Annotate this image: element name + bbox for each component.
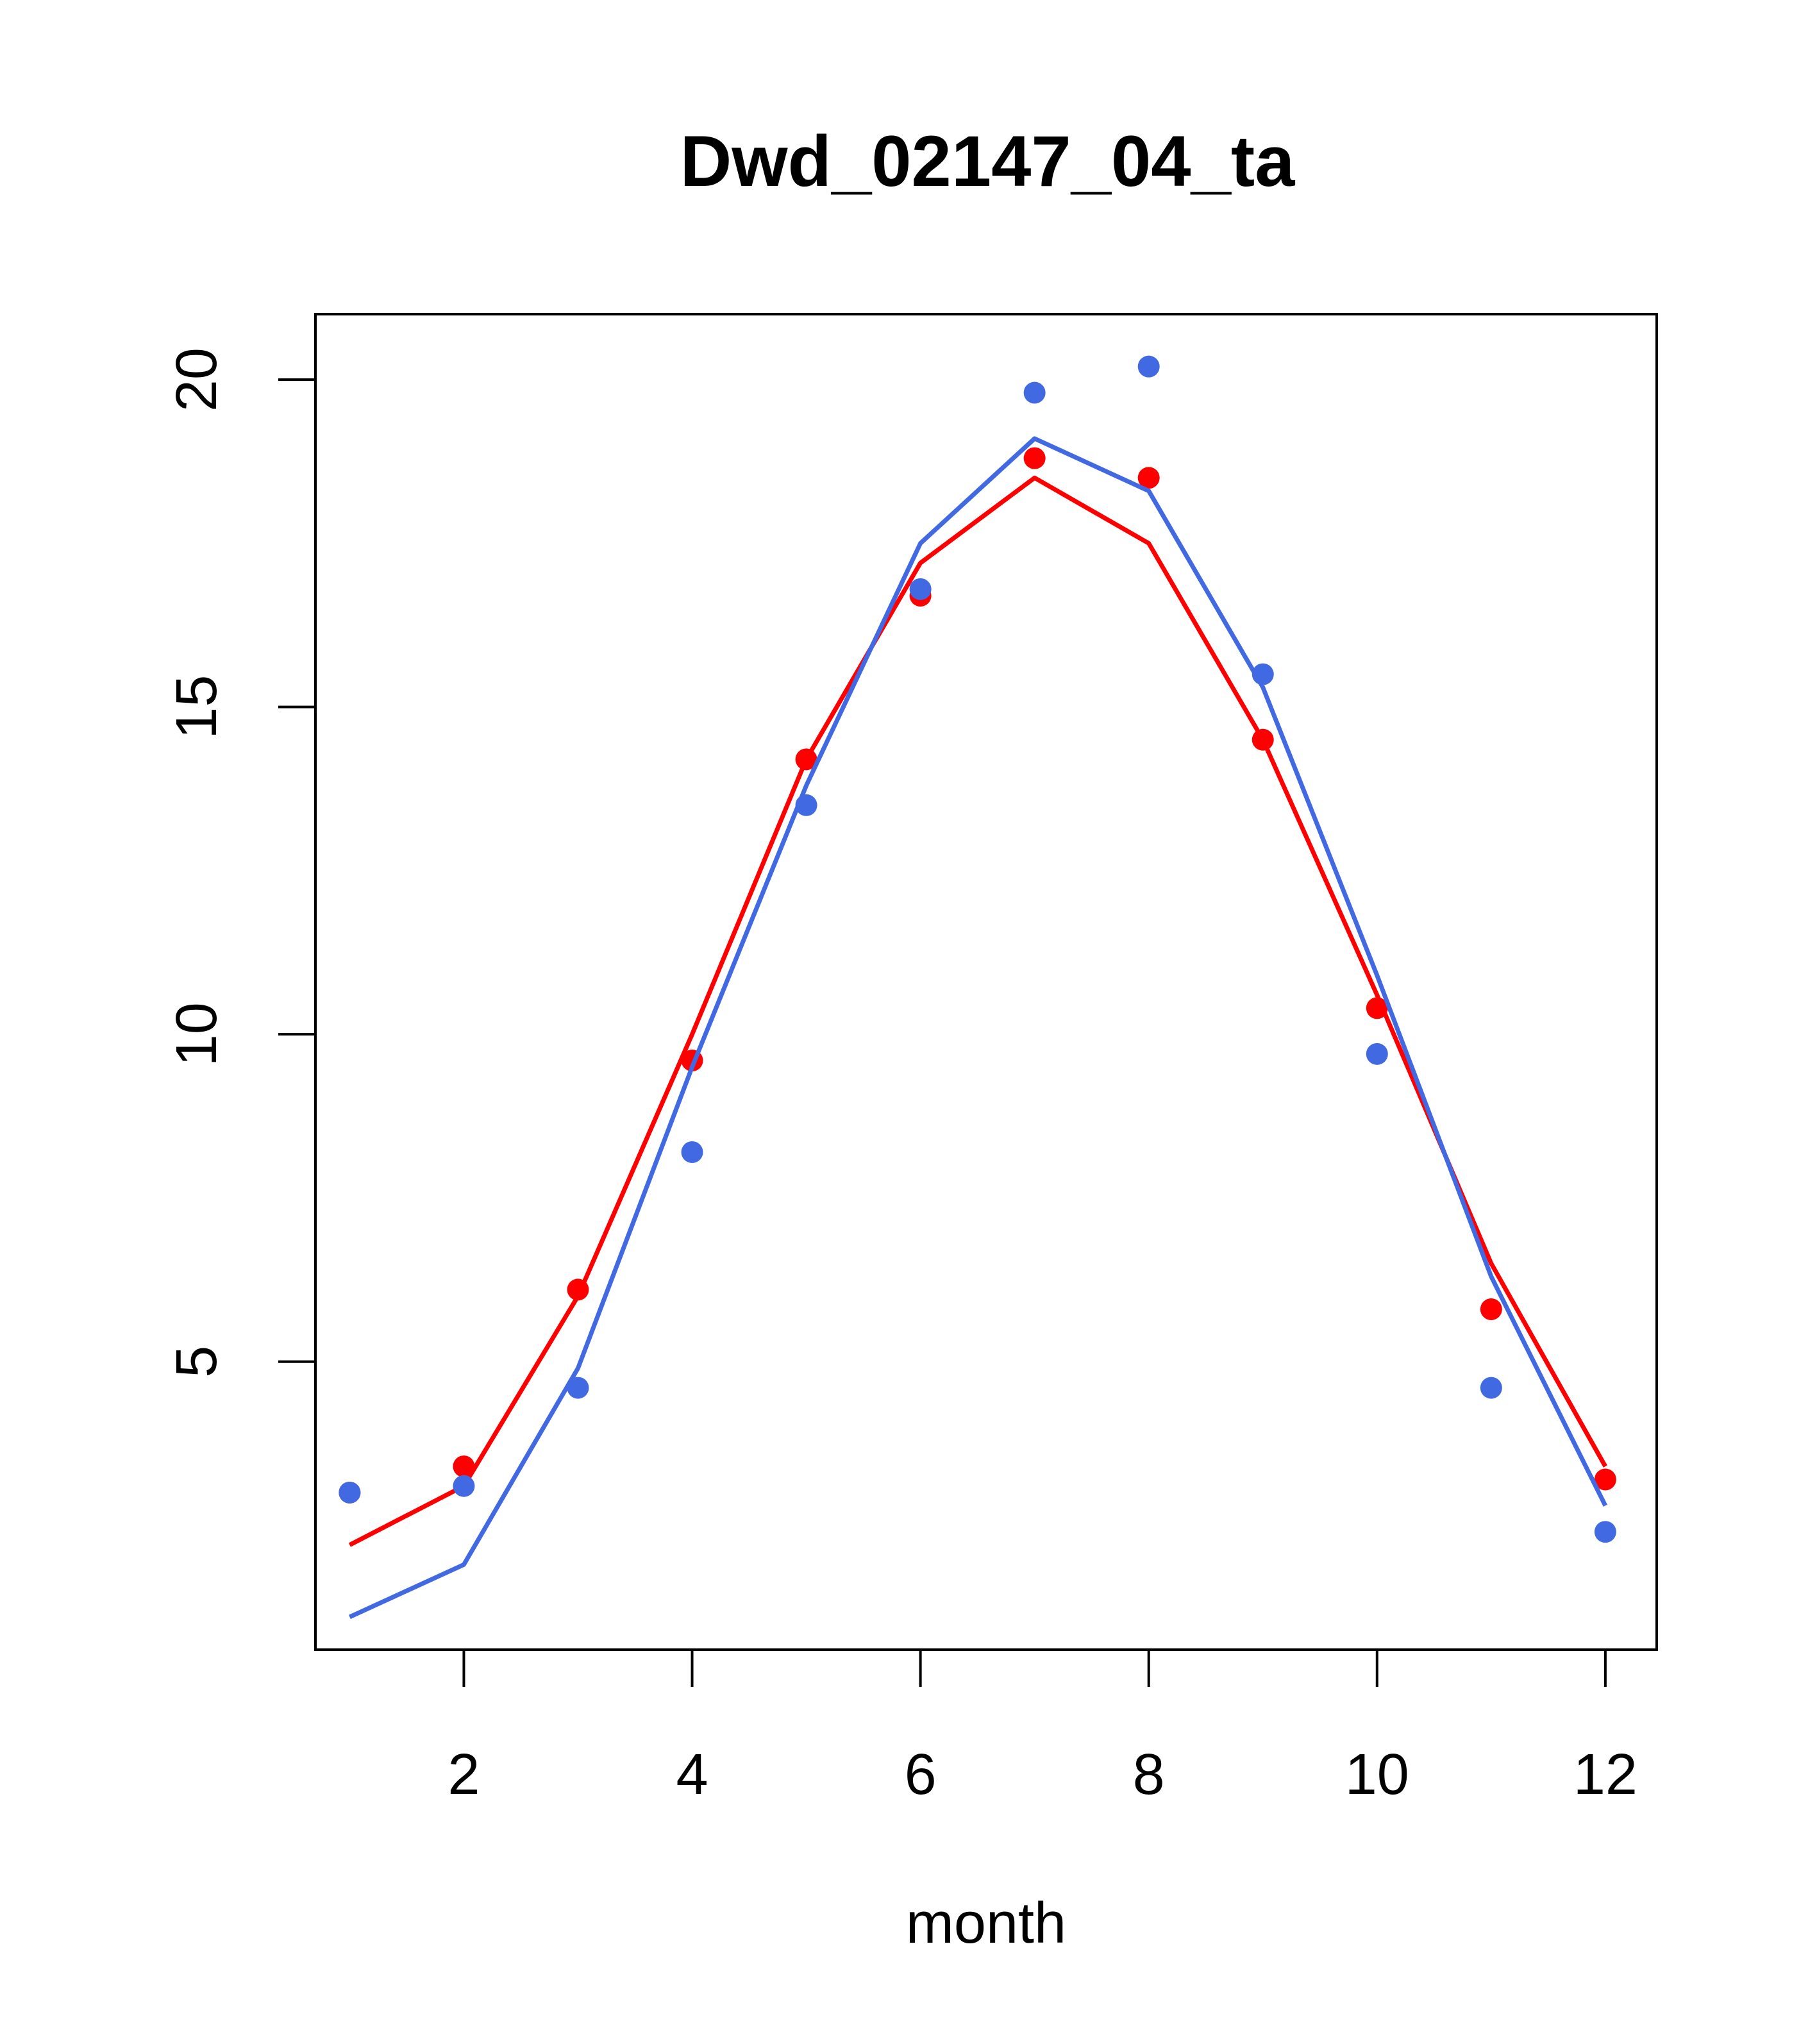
series-2 bbox=[339, 355, 1616, 1620]
y-axis: 5 10 15 20 bbox=[165, 348, 317, 1378]
series-1-point bbox=[1594, 1468, 1616, 1491]
series-2-point bbox=[1252, 663, 1274, 685]
series-2-point bbox=[795, 794, 817, 816]
series-1-point bbox=[1137, 467, 1160, 489]
series-2-line bbox=[348, 436, 1608, 1620]
series-1-point bbox=[567, 1278, 589, 1301]
x-tick-label: 4 bbox=[676, 1743, 708, 1807]
series-1-point bbox=[1480, 1298, 1502, 1321]
series-2-point bbox=[681, 1141, 703, 1163]
series-2-point bbox=[453, 1475, 475, 1497]
series-2-point bbox=[909, 578, 932, 600]
x-axis: 2 4 6 8 10 12 bbox=[448, 1648, 1637, 1807]
y-tick-label: 15 bbox=[165, 675, 229, 739]
x-axis-label: month bbox=[906, 1891, 1066, 1956]
x-tick-label: 8 bbox=[1133, 1743, 1165, 1807]
x-tick-label: 6 bbox=[905, 1743, 937, 1807]
x-tick-label: 2 bbox=[448, 1743, 480, 1807]
series-2-point bbox=[1137, 355, 1160, 378]
series-2-point bbox=[1023, 381, 1046, 404]
series-2-point bbox=[1480, 1377, 1502, 1399]
series-1-point bbox=[453, 1455, 475, 1478]
y-tick-label: 5 bbox=[165, 1346, 229, 1378]
series-2-point bbox=[1594, 1521, 1616, 1543]
x-tick-label: 12 bbox=[1573, 1743, 1637, 1807]
series-2-point bbox=[567, 1377, 589, 1399]
y-tick-label: 20 bbox=[165, 348, 229, 412]
series-layer bbox=[339, 355, 1616, 1620]
series-1-point bbox=[1252, 728, 1274, 751]
series-2-point bbox=[339, 1481, 361, 1504]
chart-title: Dwd_02147_04_ta bbox=[680, 121, 1296, 201]
series-1-point bbox=[1023, 447, 1046, 469]
series-1-line bbox=[348, 475, 1607, 1547]
series-1-point bbox=[1366, 997, 1388, 1019]
y-tick-label: 10 bbox=[165, 1002, 229, 1066]
series-1 bbox=[339, 447, 1616, 1547]
x-tick-label: 10 bbox=[1345, 1743, 1409, 1807]
series-2-point bbox=[1366, 1043, 1388, 1065]
series-1-point bbox=[795, 748, 817, 771]
